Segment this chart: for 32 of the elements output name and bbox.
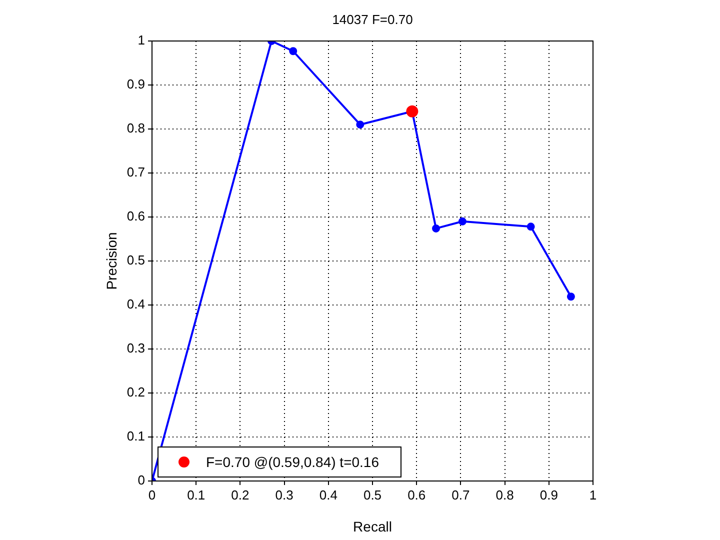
y-tick-label: 0.3	[126, 340, 145, 356]
point	[458, 217, 466, 226]
x-tick-label: 0.2	[231, 487, 250, 502]
x-tick-label: 0.3	[275, 487, 294, 502]
x-tick-label: 0.1	[187, 487, 206, 502]
x-tick-label: 0.8	[496, 487, 514, 502]
y-tick-label: 0.4	[126, 296, 145, 312]
x-tick-label: 0.7	[452, 487, 470, 502]
y-tick-label: 0	[138, 472, 145, 488]
y-tick-label: 0.2	[126, 384, 145, 400]
x-tick-label: 0	[148, 487, 156, 502]
y-axis-title: Precision	[103, 232, 120, 290]
y-tick-label: 0.6	[126, 208, 145, 224]
point	[356, 120, 364, 129]
x-tick-label: 0.9	[540, 487, 558, 502]
y-tick-label: 1	[138, 32, 145, 48]
x-tick-label: 1	[589, 487, 597, 502]
point	[566, 292, 575, 301]
y-tick-label: 0.9	[126, 76, 145, 92]
point	[432, 224, 440, 232]
chart-title: 14037 F=0.70	[332, 12, 413, 28]
y-tick-label: 0.8	[126, 120, 145, 136]
x-axis-title: Recall	[353, 518, 392, 534]
y-tick-label: 0.1	[126, 428, 145, 444]
y-tick-label: 0.5	[126, 252, 145, 268]
x-tick-label: 0.4	[319, 487, 338, 502]
x-tick-label: 0.6	[408, 487, 426, 502]
x-tick-label: 0.5	[363, 487, 382, 502]
point	[289, 47, 298, 56]
point	[526, 222, 535, 231]
legend-label: F=0.70 @(0.59,0.84) t=0.16	[206, 454, 380, 470]
y-tick-label: 0.7	[126, 164, 145, 180]
